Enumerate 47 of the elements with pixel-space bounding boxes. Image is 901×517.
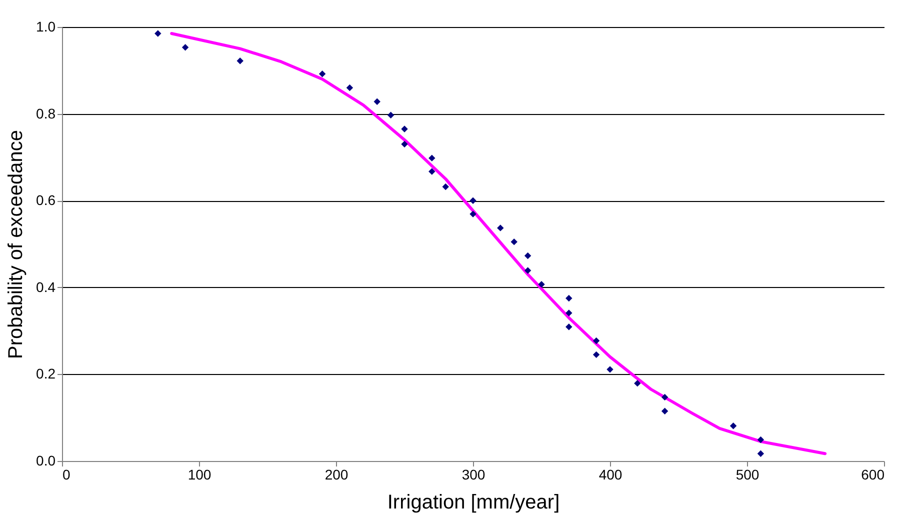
- y-tick-label: 0.8: [36, 105, 56, 122]
- point: [428, 154, 436, 162]
- point: [757, 450, 764, 457]
- point: [566, 294, 572, 302]
- line-series: [170, 32, 827, 456]
- y-tick-label: 0.4: [36, 278, 56, 295]
- point: [318, 70, 326, 78]
- point: [401, 126, 408, 132]
- x-tick-label: 0: [62, 466, 70, 482]
- point: [442, 183, 449, 190]
- x-tick-label: 300: [462, 466, 486, 482]
- point: [154, 30, 162, 37]
- point: [346, 84, 354, 92]
- x-tick-label: 400: [598, 466, 622, 482]
- point: [566, 324, 572, 330]
- point: [524, 267, 532, 274]
- point: [566, 310, 572, 316]
- point: [661, 408, 668, 414]
- x-tick-label: 200: [324, 466, 348, 482]
- point: [428, 168, 436, 175]
- point: [510, 238, 518, 246]
- point: [401, 140, 408, 148]
- y-tick-label: 0.0: [36, 452, 56, 468]
- point: [730, 422, 737, 430]
- point: [387, 112, 394, 118]
- point: [470, 210, 476, 218]
- point: [470, 197, 476, 204]
- y-tick-label: 0.2: [36, 366, 56, 382]
- point: [524, 252, 532, 260]
- point: [182, 44, 189, 51]
- x-tick-label: 100: [188, 466, 212, 482]
- x-tick-label: 600: [861, 466, 885, 482]
- point: [757, 436, 764, 444]
- x-axis-title: Irrigation [mm/year]: [387, 492, 560, 514]
- point: [661, 394, 668, 401]
- y-tick-label: 1.0: [36, 18, 56, 34]
- point: [538, 281, 545, 288]
- point: [634, 380, 641, 387]
- y-axis-title: Probability of exceedance: [5, 130, 28, 360]
- x-tick-label: 500: [736, 466, 760, 482]
- point: [497, 224, 504, 232]
- y-tick-label: 0.6: [36, 192, 56, 208]
- point: [606, 366, 614, 373]
- point: [236, 58, 244, 64]
- point: [592, 337, 600, 344]
- point: [374, 98, 380, 105]
- point: [592, 351, 600, 358]
